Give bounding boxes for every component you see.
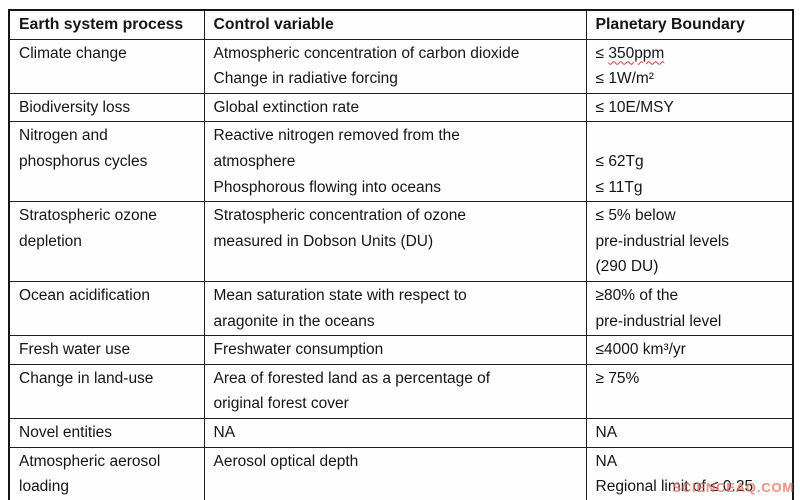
cell-line: aragonite in the oceans: [213, 312, 375, 330]
cell-line: Freshwater consumption: [213, 341, 384, 359]
cell-line: Biodiversity loss: [19, 98, 131, 116]
boundary-cell: NA: [585, 417, 794, 448]
process-cell: Atmospheric aerosol loading: [8, 446, 205, 500]
boundary-cell: ≥ 75%: [585, 363, 794, 419]
cell-line: NA: [595, 452, 618, 470]
control-cell: Freshwater consumption: [203, 335, 587, 365]
table-row: Stratospheric ozone depletion Stratospheri…: [8, 201, 794, 282]
table-row: Nitrogen and phosphorus cycles Reactive ni…: [8, 121, 794, 203]
header-row: Earth system process Control variable Pl…: [8, 9, 794, 40]
control-cell: Area of forested land as a percentage of…: [203, 363, 587, 419]
boundary-cell: ≥80% of the pre-industrial level: [585, 280, 794, 337]
boundary-cell: ≤ 10E/MSY: [585, 92, 794, 123]
process-cell: Fresh water use: [8, 335, 205, 365]
header-planetary-boundary: Planetary Boundary: [585, 9, 794, 40]
cell-line: Mean saturation state with respect to: [213, 286, 467, 304]
table-row: Change in land-use Area of forested land …: [8, 363, 794, 419]
cell-line: Climate change: [19, 44, 127, 62]
cell-line: Area of forested land as a percentage of: [213, 369, 491, 387]
boundary-cell: ≤4000 km³/yr: [585, 335, 794, 365]
cell-line: ≤4000 km³/yr: [595, 341, 686, 359]
process-cell: Biodiversity loss: [8, 92, 205, 123]
cell-line: Reactive nitrogen removed from the: [213, 127, 460, 145]
cell-line: pre-industrial levels: [595, 232, 730, 250]
cell-line: original forest cover: [213, 395, 349, 413]
cell-line: ≥80% of the: [595, 286, 679, 304]
table-header: Earth system process Control variable Pl…: [8, 9, 794, 40]
planetary-boundaries-table-container: Earth system process Control variable Pl…: [8, 9, 794, 500]
header-control-variable: Control variable: [203, 9, 587, 40]
cell-line: ≤ 350ppm: [595, 44, 665, 62]
cell-line: depletion: [19, 232, 82, 250]
spellcheck-underlined-text: 350ppm: [608, 44, 665, 62]
cell-line: Novel entities: [19, 423, 113, 441]
cell-line: Stratospheric ozone: [19, 207, 157, 225]
boundary-cell: ≤ 350ppm ≤ 1W/m²: [585, 38, 794, 94]
cell-line: Change in radiative forcing: [213, 70, 398, 88]
table-row: Ocean acidification Mean saturation state…: [8, 280, 794, 337]
cell-line: (290 DU): [595, 258, 659, 276]
header-earth-system-process: Earth system process: [8, 9, 205, 40]
cell-line: Atmospheric concentration of carbon diox…: [213, 44, 520, 62]
planetary-boundaries-table: Earth system process Control variable Pl…: [8, 9, 794, 500]
cell-line: phosphorus cycles: [19, 152, 148, 170]
cell-line: NA: [213, 423, 236, 441]
cell-line: ≤ 5% below: [595, 207, 676, 225]
cell-line: Regional limit of ≤ 0.25: [595, 478, 754, 496]
control-cell: Reactive nitrogen removed from the atmosp…: [203, 121, 587, 203]
process-cell: Stratospheric ozone depletion: [8, 201, 205, 282]
control-cell: Atmospheric concentration of carbon diox…: [203, 38, 587, 94]
cell-line: pre-industrial level: [595, 312, 722, 330]
cell-line: Nitrogen and: [19, 127, 108, 145]
table-row: Fresh water use Freshwater consumption ≤40…: [8, 335, 794, 365]
cell-line: Phosphorous flowing into oceans: [213, 178, 441, 196]
control-cell: Global extinction rate: [203, 92, 587, 123]
table-row: Novel entities NA NA: [8, 417, 794, 448]
cell-line: NA: [595, 423, 618, 441]
cell-line: Aerosol optical depth: [213, 452, 359, 470]
control-cell: Stratospheric concentration of ozone meas…: [203, 201, 587, 282]
cell-line: ≤ 10E/MSY: [595, 98, 674, 116]
process-cell: Novel entities: [8, 417, 205, 448]
control-cell: Mean saturation state with respect to ara…: [203, 280, 587, 337]
table-row: Biodiversity loss Global extinction rate ≤…: [8, 92, 794, 123]
cell-line: Atmospheric aerosol: [19, 452, 161, 470]
boundary-cell: ≤ 62Tg ≤ 11Tg: [585, 121, 794, 203]
cell-line: Fresh water use: [19, 341, 131, 359]
control-cell: Aerosol optical depth: [203, 446, 587, 500]
cell-line: Ocean acidification: [19, 286, 150, 304]
table-row: Climate change Atmospheric concentration …: [8, 38, 794, 94]
cell-line: [596, 123, 785, 149]
table-body: Climate change Atmospheric concentration …: [8, 38, 794, 500]
cell-line: atmosphere: [213, 152, 296, 170]
cell-line: Global extinction rate: [213, 98, 360, 116]
cell-line: loading: [19, 478, 69, 496]
boundary-cell: ≤ 5% below pre-industrial levels (290 DU): [585, 201, 794, 282]
control-cell: NA: [203, 417, 587, 448]
process-cell: Climate change: [8, 38, 205, 94]
process-cell: Nitrogen and phosphorus cycles: [8, 121, 205, 203]
process-cell: Ocean acidification: [8, 280, 205, 337]
cell-line: ≤ 1W/m²: [595, 70, 654, 88]
cell-line: ≤ 62Tg: [595, 152, 644, 170]
cell-line: measured in Dobson Units (DU): [213, 232, 434, 250]
cell-line: Stratospheric concentration of ozone: [213, 207, 466, 225]
cell-line: ≥ 75%: [595, 369, 640, 387]
table-row: Atmospheric aerosol loading Aerosol optica…: [8, 446, 794, 500]
cell-line: Change in land-use: [19, 369, 154, 387]
boundary-cell: NA Regional limit of ≤ 0.25: [585, 446, 794, 500]
cell-line: ≤ 11Tg: [595, 178, 643, 196]
process-cell: Change in land-use: [8, 363, 205, 419]
